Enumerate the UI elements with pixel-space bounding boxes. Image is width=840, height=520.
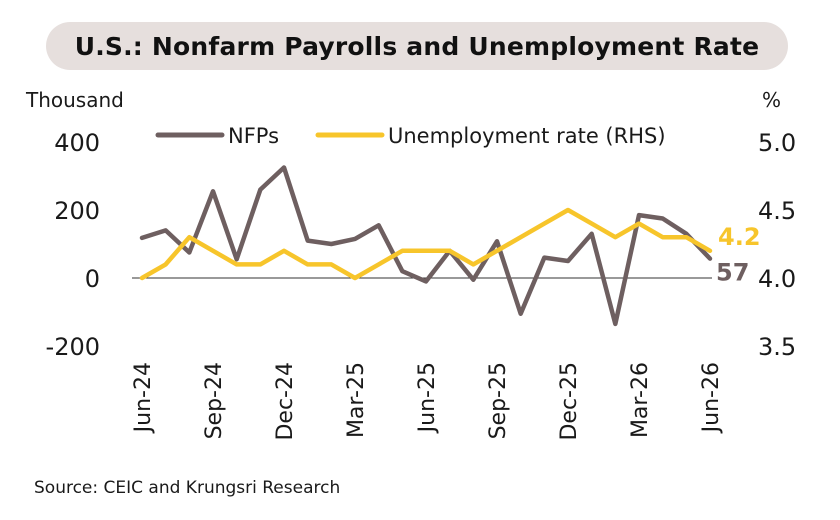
end-label-nfps: 57 [716,259,749,287]
x-tick-label: Mar-26 [628,362,653,438]
left-axis-unit: Thousand [26,88,124,112]
x-tick-label: Jun-24 [131,362,156,434]
right-tick-label: 4.5 [758,197,796,225]
series-line-unemployment-rate [139,207,713,281]
x-tick-label: Mar-25 [344,362,369,438]
legend-label-unemployment-rate: Unemployment rate (RHS) [388,124,666,148]
left-tick-label: 400 [54,129,100,157]
chart-title: U.S.: Nonfarm Payrolls and Unemployment … [74,31,760,61]
x-tick-label: Jun-26 [699,362,724,434]
right-tick-label: 3.5 [758,333,796,361]
x-tick-label: Sep-25 [486,362,511,439]
right-tick-label: 4.0 [758,265,796,293]
x-tick-label: Dec-24 [273,362,298,441]
legend-label-nfps: NFPs [228,124,279,148]
end-label-unemployment-rate: 4.2 [718,223,761,251]
right-axis-unit: % [762,88,782,112]
source-note: Source: CEIC and Krungsri Research [34,478,341,498]
x-tick-label: Jun-25 [415,362,440,434]
left-tick-label: -200 [46,333,100,361]
series-line-nfps [139,165,713,327]
left-tick-label: 200 [54,197,100,225]
x-tick-label: Sep-24 [202,362,227,439]
left-tick-label: 0 [85,265,100,293]
title-banner: U.S.: Nonfarm Payrolls and Unemployment … [46,22,788,70]
x-tick-label: Dec-25 [557,362,582,441]
right-tick-label: 5.0 [758,129,796,157]
